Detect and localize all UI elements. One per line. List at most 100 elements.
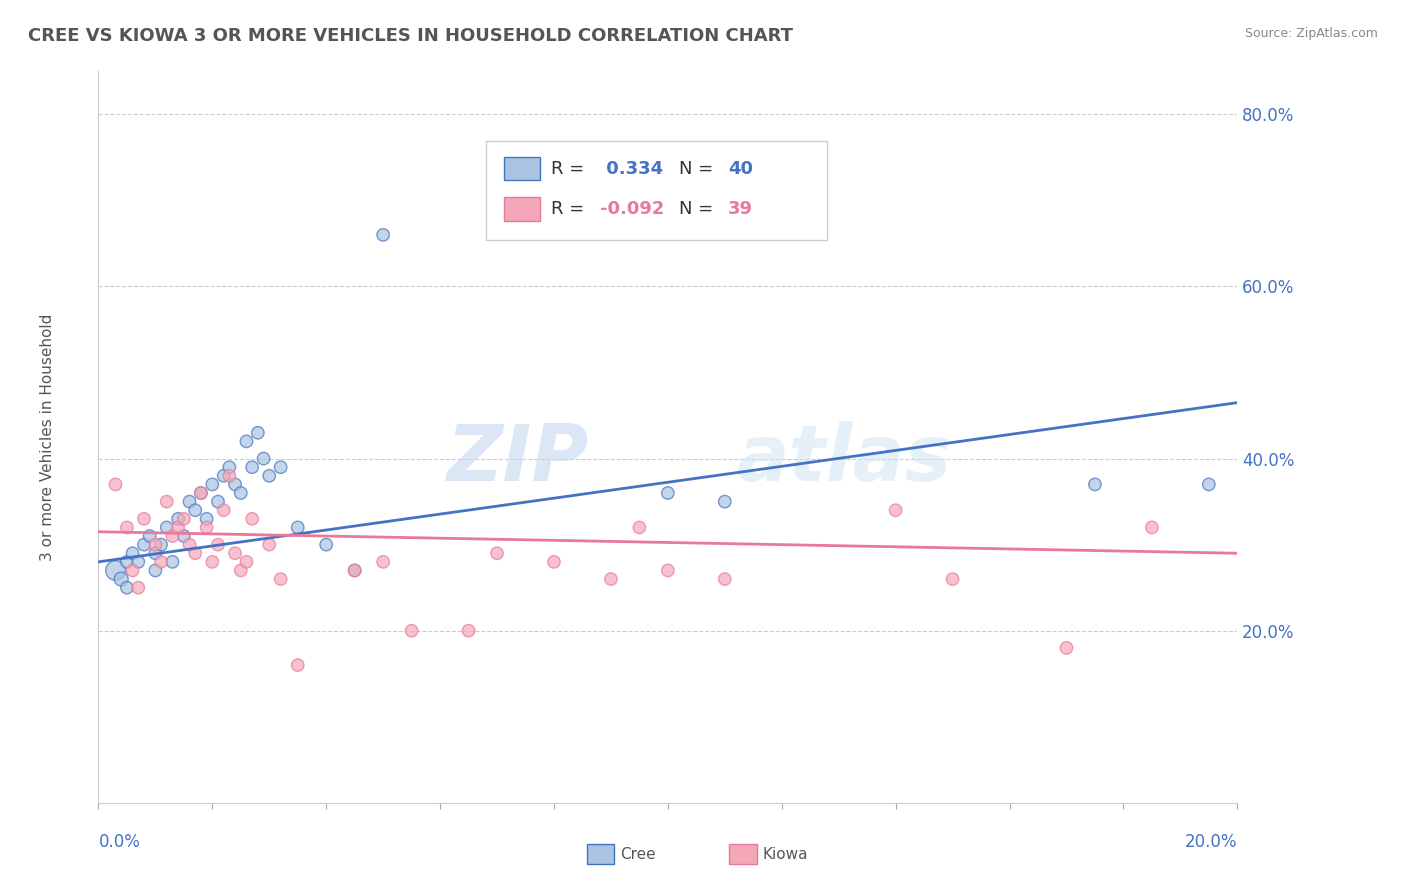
- Point: [121, 546, 143, 560]
- Text: Source: ZipAtlas.com: Source: ZipAtlas.com: [1244, 27, 1378, 40]
- Text: N =: N =: [679, 200, 720, 218]
- Point: [167, 520, 190, 534]
- Point: [184, 546, 207, 560]
- FancyBboxPatch shape: [586, 845, 614, 863]
- Text: 20.0%: 20.0%: [1185, 833, 1237, 851]
- Point: [1056, 640, 1078, 655]
- Point: [207, 494, 229, 508]
- Point: [229, 486, 252, 500]
- Text: atlas: atlas: [737, 421, 952, 497]
- Point: [229, 564, 252, 578]
- Point: [1198, 477, 1220, 491]
- Point: [173, 512, 195, 526]
- Point: [1084, 477, 1107, 491]
- Point: [942, 572, 965, 586]
- Point: [173, 529, 195, 543]
- Point: [150, 538, 173, 552]
- Point: [315, 538, 337, 552]
- Point: [628, 520, 651, 534]
- Point: [132, 512, 155, 526]
- Text: 40: 40: [728, 160, 754, 178]
- Point: [371, 555, 394, 569]
- Point: [600, 194, 623, 208]
- Point: [145, 564, 167, 578]
- Point: [1140, 520, 1163, 534]
- Point: [138, 529, 160, 543]
- Point: [207, 538, 229, 552]
- Point: [190, 486, 212, 500]
- Point: [195, 512, 218, 526]
- Point: [115, 555, 138, 569]
- Text: R =: R =: [551, 200, 589, 218]
- Point: [132, 538, 155, 552]
- Point: [110, 572, 132, 586]
- Text: 0.334: 0.334: [599, 160, 662, 178]
- Point: [224, 546, 246, 560]
- Point: [150, 555, 173, 569]
- Point: [884, 503, 907, 517]
- Text: -0.092: -0.092: [599, 200, 664, 218]
- Point: [343, 564, 366, 578]
- Point: [457, 624, 479, 638]
- Point: [127, 555, 149, 569]
- Point: [179, 494, 201, 508]
- Point: [240, 460, 263, 475]
- Text: 39: 39: [728, 200, 754, 218]
- Point: [162, 529, 184, 543]
- Point: [714, 494, 737, 508]
- Point: [127, 581, 149, 595]
- Point: [212, 468, 235, 483]
- Point: [224, 477, 246, 491]
- Point: [145, 546, 167, 560]
- Point: [104, 477, 127, 491]
- Point: [156, 520, 179, 534]
- Point: [371, 227, 394, 242]
- Point: [121, 564, 143, 578]
- Point: [252, 451, 274, 466]
- Point: [401, 624, 423, 638]
- Point: [235, 555, 257, 569]
- Point: [543, 555, 565, 569]
- Point: [259, 538, 281, 552]
- Point: [145, 538, 167, 552]
- Point: [156, 494, 179, 508]
- Text: N =: N =: [679, 160, 720, 178]
- FancyBboxPatch shape: [503, 197, 540, 220]
- Point: [246, 425, 269, 440]
- Point: [343, 564, 366, 578]
- Point: [600, 572, 623, 586]
- Text: R =: R =: [551, 160, 589, 178]
- Point: [104, 564, 127, 578]
- Point: [167, 512, 190, 526]
- Point: [657, 564, 679, 578]
- FancyBboxPatch shape: [730, 845, 756, 863]
- Point: [287, 520, 309, 534]
- Point: [162, 555, 184, 569]
- Point: [115, 520, 138, 534]
- Text: CREE VS KIOWA 3 OR MORE VEHICLES IN HOUSEHOLD CORRELATION CHART: CREE VS KIOWA 3 OR MORE VEHICLES IN HOUS…: [28, 27, 793, 45]
- Text: Kiowa: Kiowa: [762, 847, 808, 862]
- Point: [270, 460, 292, 475]
- Point: [657, 486, 679, 500]
- Text: Cree: Cree: [620, 847, 655, 862]
- Point: [184, 503, 207, 517]
- FancyBboxPatch shape: [485, 141, 827, 240]
- Point: [201, 555, 224, 569]
- Point: [240, 512, 263, 526]
- FancyBboxPatch shape: [503, 157, 540, 180]
- Point: [115, 581, 138, 595]
- Point: [218, 460, 240, 475]
- Text: 3 or more Vehicles in Household: 3 or more Vehicles in Household: [39, 313, 55, 561]
- Point: [218, 468, 240, 483]
- Text: ZIP: ZIP: [446, 421, 588, 497]
- Point: [259, 468, 281, 483]
- Point: [190, 486, 212, 500]
- Point: [270, 572, 292, 586]
- Text: 0.0%: 0.0%: [98, 833, 141, 851]
- Point: [179, 538, 201, 552]
- Point: [287, 658, 309, 673]
- Point: [235, 434, 257, 449]
- Point: [195, 520, 218, 534]
- Point: [486, 546, 509, 560]
- Point: [714, 572, 737, 586]
